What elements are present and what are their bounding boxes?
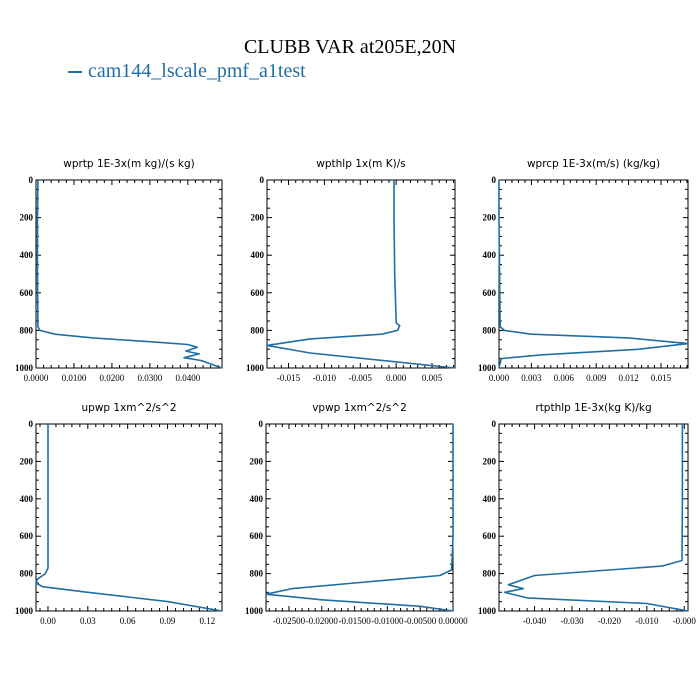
- x-tick-label: -0.005: [349, 373, 373, 383]
- plot-frame: [498, 179, 689, 369]
- y-tick-label: 600: [251, 288, 265, 298]
- legend-label: cam144_lscale_pmf_a1test: [88, 60, 306, 82]
- panel-title: vpwp 1xm^2/s^2: [312, 402, 407, 414]
- y-tick-label: 1000: [15, 606, 34, 616]
- panel-6: rtpthlp 1E-3x(kg K)/kg 0 200 400 600 800 1000 -…: [478, 402, 696, 626]
- y-tick-label: 800: [251, 325, 265, 335]
- panel-title: rtpthlp 1E-3x(kg K)/kg: [535, 402, 651, 414]
- x-tick-label: -0.030: [560, 616, 584, 626]
- y-tick-label: 600: [483, 531, 497, 541]
- x-tick-label: -0.00500: [404, 616, 437, 626]
- y-tick-label: 400: [250, 494, 264, 504]
- series-line: [35, 424, 223, 612]
- panel-3: wprcp 1E-3x(m/s) (kg/kg) 0 200 400 600 800 100…: [478, 158, 689, 383]
- y-tick-label: 400: [251, 250, 265, 260]
- x-tick-label: 0.0400: [175, 373, 200, 383]
- series-line: [266, 180, 456, 369]
- x-tick-label: -0.01500: [338, 616, 371, 626]
- y-tick-label: 400: [20, 250, 34, 260]
- y-tick-label: 0: [259, 419, 264, 429]
- panel-title: wprtp 1E-3x(m kg)/(s kg): [63, 158, 194, 170]
- series-line: [265, 424, 454, 612]
- y-tick-label: 800: [250, 569, 264, 579]
- x-tick-label: 0.009: [586, 373, 607, 383]
- y-tick-label: 0: [492, 175, 497, 185]
- panel-2: wpthlp 1x(m K)/s 0 200 400 600 800 1000 -0.015 -…: [246, 158, 456, 383]
- y-tick-label: 600: [20, 288, 34, 298]
- y-tick-label: 800: [20, 569, 34, 579]
- y-tick-label: 1000: [478, 606, 497, 616]
- y-tick-label: 200: [251, 213, 265, 223]
- plot-frame: [266, 179, 456, 369]
- y-tick-label: 200: [483, 213, 497, 223]
- y-tick-label: 600: [250, 531, 264, 541]
- y-tick-label: 1000: [478, 363, 497, 373]
- x-tick-label: 0.015: [651, 373, 672, 383]
- panel-4: upwp 1xm^2/s^2 0 200 400 600 800 1000 0.00 0.03 0…: [15, 402, 223, 626]
- y-tick-label: 0: [29, 419, 34, 429]
- y-tick-label: 1000: [245, 606, 264, 616]
- x-tick-label: 0.12: [200, 616, 216, 626]
- x-tick-label: 0.006: [554, 373, 575, 383]
- x-tick-label: 0.00: [40, 616, 56, 626]
- y-tick-label: 200: [20, 456, 34, 466]
- y-tick-label: 200: [20, 213, 34, 223]
- figure-title: CLUBB VAR at205E,20N: [243, 36, 457, 58]
- plot-frame: [498, 423, 689, 612]
- y-tick-label: 400: [20, 494, 34, 504]
- x-tick-label: -0.015: [277, 373, 301, 383]
- plot-frame: [35, 423, 223, 612]
- y-tick-label: 600: [483, 288, 497, 298]
- x-tick-label: -0.02500: [273, 616, 306, 626]
- x-tick-label: 0.005: [422, 373, 443, 383]
- y-tick-label: 0: [492, 419, 497, 429]
- y-tick-label: 400: [483, 250, 497, 260]
- y-tick-label: 800: [20, 325, 34, 335]
- x-tick-label: -0.010: [635, 616, 659, 626]
- x-tick-label: 0.03: [80, 616, 96, 626]
- x-tick-label: 0.0100: [62, 373, 87, 383]
- series-line: [36, 179, 223, 369]
- y-tick-label: 600: [20, 531, 34, 541]
- y-tick-label: 400: [483, 494, 497, 504]
- y-tick-label: 1000: [15, 363, 34, 373]
- x-tick-label: 0.06: [120, 616, 136, 626]
- legend: cam144_lscale_pmf_a1test: [68, 60, 306, 83]
- y-tick-label: 800: [483, 325, 497, 335]
- series-line: [503, 424, 689, 612]
- x-tick-label: -0.010: [313, 373, 337, 383]
- x-tick-label: -0.040: [523, 616, 547, 626]
- y-tick-label: 0: [260, 175, 265, 185]
- y-tick-label: 800: [483, 569, 497, 579]
- panel-1: wprtp 1E-3x(m kg)/(s kg) 0 200 400 600 800 100…: [15, 158, 223, 383]
- y-tick-label: 0: [29, 175, 34, 185]
- x-tick-label: 0.012: [618, 373, 638, 383]
- y-tick-label: 200: [250, 456, 264, 466]
- panel-title: wprcp 1E-3x(m/s) (kg/kg): [527, 158, 660, 170]
- panel-title: upwp 1xm^2/s^2: [82, 402, 177, 414]
- x-tick-label: -0.000: [673, 616, 697, 626]
- panel-title: wpthlp 1x(m K)/s: [316, 158, 406, 170]
- x-tick-label: -0.020: [598, 616, 622, 626]
- y-tick-label: 200: [483, 456, 497, 466]
- x-tick-label: -0.02000: [306, 616, 339, 626]
- x-tick-label: 0.000: [386, 373, 407, 383]
- series-line: [498, 180, 689, 369]
- panel-5: vpwp 1xm^2/s^202004006008001000-0.02500-…: [245, 402, 468, 626]
- x-tick-label: 0.000: [489, 373, 510, 383]
- x-tick-label: 0.09: [160, 616, 176, 626]
- x-tick-label: 0.0200: [100, 373, 125, 383]
- x-tick-label: 0.00000: [438, 616, 468, 626]
- legend-line-swatch: [68, 71, 82, 74]
- x-tick-label: -0.01000: [371, 616, 404, 626]
- x-tick-label: 0.0000: [24, 373, 49, 383]
- x-tick-label: 0.003: [521, 373, 542, 383]
- y-tick-label: 1000: [246, 363, 265, 373]
- x-tick-label: 0.0300: [138, 373, 163, 383]
